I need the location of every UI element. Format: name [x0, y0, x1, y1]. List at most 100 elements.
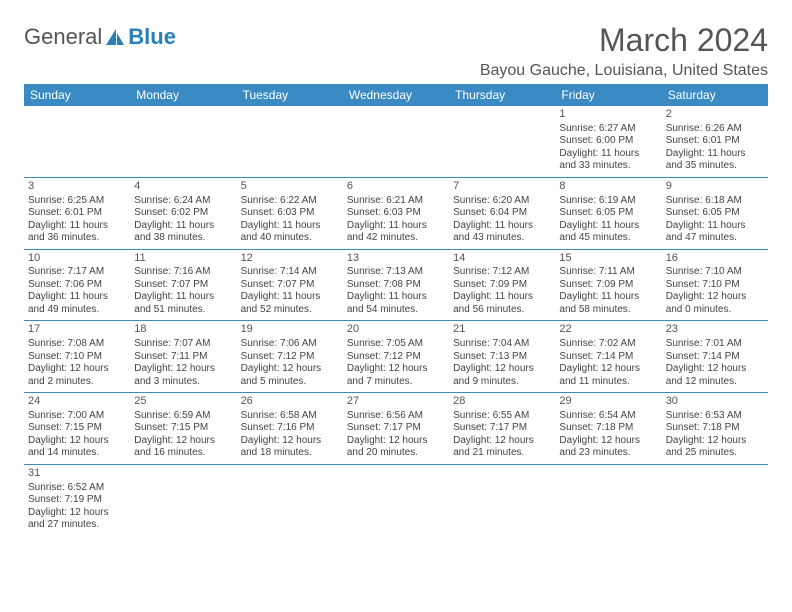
day-detail: and 7 minutes. [347, 376, 445, 389]
day-detail: Sunset: 6:04 PM [453, 207, 551, 220]
calendar-cell: 14Sunrise: 7:12 AMSunset: 7:09 PMDayligh… [449, 249, 555, 321]
day-detail: Daylight: 11 hours [28, 220, 126, 233]
day-detail: Daylight: 12 hours [28, 435, 126, 448]
day-detail: Sunset: 7:15 PM [134, 422, 232, 435]
day-detail: and 45 minutes. [559, 232, 657, 245]
calendar-cell: 10Sunrise: 7:17 AMSunset: 7:06 PMDayligh… [24, 249, 130, 321]
day-detail: Sunrise: 6:22 AM [241, 195, 339, 208]
calendar-cell [130, 106, 236, 177]
day-detail: and 47 minutes. [666, 232, 764, 245]
day-detail: Sunset: 6:01 PM [28, 207, 126, 220]
day-detail: Daylight: 11 hours [28, 291, 126, 304]
day-header: Friday [555, 84, 661, 106]
day-detail: Sunrise: 6:52 AM [28, 482, 126, 495]
day-detail: Sunset: 7:13 PM [453, 351, 551, 364]
day-detail: Daylight: 11 hours [241, 291, 339, 304]
day-number: 6 [347, 180, 445, 194]
day-number: 18 [134, 323, 232, 337]
day-detail: Sunrise: 6:54 AM [559, 410, 657, 423]
calendar-cell: 19Sunrise: 7:06 AMSunset: 7:12 PMDayligh… [237, 321, 343, 393]
day-detail: and 38 minutes. [134, 232, 232, 245]
calendar-cell: 7Sunrise: 6:20 AMSunset: 6:04 PMDaylight… [449, 177, 555, 249]
day-detail: Sunrise: 7:00 AM [28, 410, 126, 423]
calendar-cell: 12Sunrise: 7:14 AMSunset: 7:07 PMDayligh… [237, 249, 343, 321]
day-detail: Daylight: 11 hours [559, 148, 657, 161]
day-detail: and 23 minutes. [559, 447, 657, 460]
day-number: 22 [559, 323, 657, 337]
day-number: 8 [559, 180, 657, 194]
day-detail: Sunrise: 6:53 AM [666, 410, 764, 423]
day-detail: Daylight: 12 hours [347, 363, 445, 376]
day-detail: Sunrise: 7:14 AM [241, 266, 339, 279]
day-detail: Sunset: 7:17 PM [347, 422, 445, 435]
day-number: 25 [134, 395, 232, 409]
day-header: Monday [130, 84, 236, 106]
day-detail: and 33 minutes. [559, 160, 657, 173]
day-number: 14 [453, 252, 551, 266]
calendar-cell: 8Sunrise: 6:19 AMSunset: 6:05 PMDaylight… [555, 177, 661, 249]
day-number: 12 [241, 252, 339, 266]
day-detail: Sunrise: 6:25 AM [28, 195, 126, 208]
calendar-cell: 21Sunrise: 7:04 AMSunset: 7:13 PMDayligh… [449, 321, 555, 393]
day-detail: Daylight: 12 hours [28, 363, 126, 376]
day-detail: Daylight: 11 hours [241, 220, 339, 233]
day-detail: and 42 minutes. [347, 232, 445, 245]
day-number: 13 [347, 252, 445, 266]
month-title: March 2024 [480, 24, 768, 56]
day-detail: Sunset: 7:17 PM [453, 422, 551, 435]
calendar-cell: 6Sunrise: 6:21 AMSunset: 6:03 PMDaylight… [343, 177, 449, 249]
day-detail: Daylight: 11 hours [453, 291, 551, 304]
calendar-cell: 13Sunrise: 7:13 AMSunset: 7:08 PMDayligh… [343, 249, 449, 321]
day-detail: Sunset: 7:14 PM [559, 351, 657, 364]
day-detail: Sunset: 7:08 PM [347, 279, 445, 292]
calendar-cell [237, 464, 343, 535]
day-number: 26 [241, 395, 339, 409]
day-number: 19 [241, 323, 339, 337]
calendar-cell: 15Sunrise: 7:11 AMSunset: 7:09 PMDayligh… [555, 249, 661, 321]
calendar-row: 3Sunrise: 6:25 AMSunset: 6:01 PMDaylight… [24, 177, 768, 249]
day-detail: Sunrise: 6:56 AM [347, 410, 445, 423]
day-number: 29 [559, 395, 657, 409]
day-detail: Sunset: 7:10 PM [666, 279, 764, 292]
day-header: Tuesday [237, 84, 343, 106]
day-detail: and 54 minutes. [347, 304, 445, 317]
day-number: 17 [28, 323, 126, 337]
calendar-cell: 26Sunrise: 6:58 AMSunset: 7:16 PMDayligh… [237, 393, 343, 465]
day-detail: Sunrise: 6:55 AM [453, 410, 551, 423]
day-detail: Daylight: 11 hours [666, 220, 764, 233]
calendar-cell [449, 464, 555, 535]
day-detail: Sunrise: 6:21 AM [347, 195, 445, 208]
day-detail: Sunrise: 6:59 AM [134, 410, 232, 423]
day-detail: Sunrise: 7:04 AM [453, 338, 551, 351]
day-detail: Daylight: 12 hours [666, 291, 764, 304]
calendar-cell: 31Sunrise: 6:52 AMSunset: 7:19 PMDayligh… [24, 464, 130, 535]
day-detail: and 35 minutes. [666, 160, 764, 173]
calendar-cell [130, 464, 236, 535]
day-header: Sunday [24, 84, 130, 106]
day-detail: and 12 minutes. [666, 376, 764, 389]
day-detail: Daylight: 12 hours [453, 435, 551, 448]
day-detail: Sunrise: 7:13 AM [347, 266, 445, 279]
title-block: March 2024 Bayou Gauche, Louisiana, Unit… [480, 24, 768, 80]
day-number: 2 [666, 108, 764, 122]
header: General Blue March 2024 Bayou Gauche, Lo… [24, 24, 768, 80]
calendar-cell: 30Sunrise: 6:53 AMSunset: 7:18 PMDayligh… [662, 393, 768, 465]
day-detail: and 40 minutes. [241, 232, 339, 245]
day-detail: Sunset: 7:07 PM [134, 279, 232, 292]
day-detail: Daylight: 12 hours [453, 363, 551, 376]
day-number: 3 [28, 180, 126, 194]
day-detail: Daylight: 12 hours [241, 363, 339, 376]
day-number: 28 [453, 395, 551, 409]
day-detail: Sunset: 7:19 PM [28, 494, 126, 507]
calendar-cell: 25Sunrise: 6:59 AMSunset: 7:15 PMDayligh… [130, 393, 236, 465]
day-detail: and 11 minutes. [559, 376, 657, 389]
calendar-body: 1Sunrise: 6:27 AMSunset: 6:00 PMDaylight… [24, 106, 768, 536]
day-detail: Sunset: 6:00 PM [559, 135, 657, 148]
day-detail: Sunrise: 6:58 AM [241, 410, 339, 423]
day-header: Thursday [449, 84, 555, 106]
calendar-cell: 2Sunrise: 6:26 AMSunset: 6:01 PMDaylight… [662, 106, 768, 177]
calendar-cell: 11Sunrise: 7:16 AMSunset: 7:07 PMDayligh… [130, 249, 236, 321]
day-detail: and 51 minutes. [134, 304, 232, 317]
day-number: 27 [347, 395, 445, 409]
day-detail: Sunset: 6:05 PM [559, 207, 657, 220]
